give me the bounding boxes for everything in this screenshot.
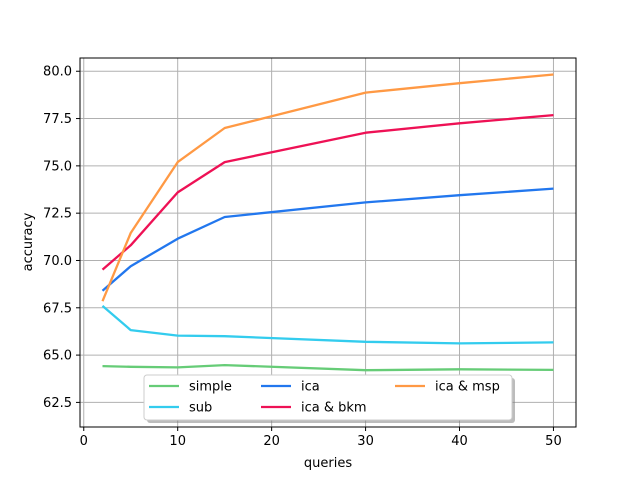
legend-label: ica & msp [435, 380, 500, 395]
plot-frame [79, 57, 577, 428]
x-tick-label: 30 [357, 434, 374, 449]
y-tick-label: 70.0 [43, 254, 72, 269]
legend-label: sub [189, 401, 212, 416]
x-axis: 0 10 20 30 40 50 [80, 427, 562, 449]
series-line-ica-msp [101, 73, 554, 302]
series-lines [101, 73, 554, 372]
x-axis-title: queries [304, 456, 352, 471]
y-axis: 62.5 65.0 67.5 70.0 72.5 75.0 77.5 80.0 [43, 65, 80, 411]
y-tick-label: 62.5 [43, 396, 72, 411]
legend: simple sub ica ica & bkm ica & msp [143, 374, 515, 423]
x-tick-label: 40 [451, 434, 468, 449]
series-line-simple [102, 363, 554, 372]
y-tick-label: 72.5 [43, 207, 72, 222]
y-tick-label: 75.0 [43, 159, 72, 174]
x-tick-label: 0 [80, 434, 88, 449]
x-tick-label: 50 [545, 434, 562, 449]
y-tick-label: 67.5 [43, 301, 72, 316]
y-axis-title: accuracy [21, 212, 36, 271]
legend-label: simple [189, 380, 232, 395]
legend-label: ica & bkm [301, 401, 367, 416]
y-tick-label: 65.0 [43, 349, 72, 364]
series-line-sub [101, 305, 554, 345]
series-line-ica-bkm [101, 113, 554, 271]
grid [80, 58, 576, 427]
y-tick-label: 77.5 [43, 112, 72, 127]
y-tick-label: 80.0 [43, 65, 72, 80]
x-tick-label: 10 [169, 434, 186, 449]
series-line-ica [101, 187, 554, 292]
legend-label: ica [301, 380, 320, 395]
x-tick-label: 20 [263, 434, 280, 449]
